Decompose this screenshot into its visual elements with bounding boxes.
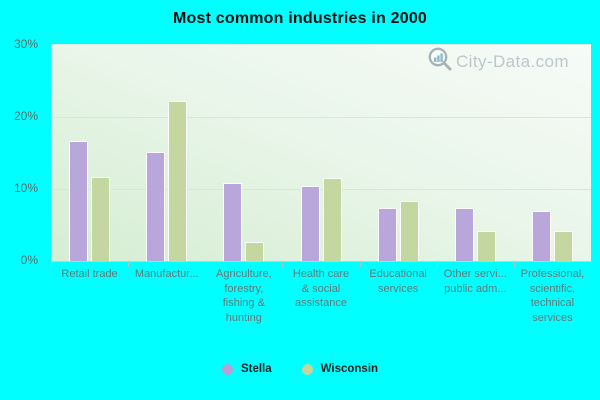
bar-stella-1 [146, 151, 166, 261]
x-axis-label-0: Retail trade [61, 268, 118, 280]
y-axis-label-10: 10% [13, 181, 38, 195]
magnifier-bar-chart-icon [427, 46, 453, 77]
x-axis-label-2: Agriculture, forestry, fishing & hunting [216, 268, 272, 324]
bar-wisconsin-3 [322, 178, 342, 261]
x-axis-tick [591, 261, 592, 267]
bar-stella-0 [69, 140, 89, 261]
gridline-20 [51, 117, 591, 118]
bar-wisconsin-5 [476, 231, 496, 261]
bar-stella-2 [223, 183, 243, 261]
x-axis-label-4: Educational services [369, 268, 427, 295]
x-axis-tick [51, 261, 52, 267]
x-axis-tick [282, 261, 284, 267]
bar-wisconsin-6 [553, 231, 573, 261]
bar-wisconsin-0 [91, 176, 111, 261]
legend-label-stella: Stella [240, 363, 272, 375]
gridline-10 [51, 189, 591, 190]
y-axis-label-30: 30% [13, 37, 38, 51]
chart-title: Most common industries in 2000 [172, 10, 428, 27]
bar-stella-4 [377, 208, 397, 261]
bar-stella-6 [531, 211, 551, 261]
x-axis-tick [436, 261, 438, 267]
x-axis-tick [513, 261, 515, 267]
y-axis-label-0: 0% [20, 253, 38, 267]
y-axis-label-20: 20% [13, 109, 38, 123]
watermark-text: City-Data.com [456, 51, 569, 71]
x-axis-tick [128, 261, 130, 267]
watermark: City-Data.com [427, 46, 569, 77]
legend: Stella Wisconsin [0, 363, 600, 375]
x-axis-label-3: Health care & social assistance [292, 268, 350, 309]
x-axis-tick [205, 261, 207, 267]
bar-wisconsin-1 [168, 101, 188, 261]
bar-wisconsin-2 [245, 241, 265, 261]
bar-stella-5 [454, 208, 474, 261]
legend-item-stella: Stella [221, 363, 272, 375]
x-axis-tick [359, 261, 361, 267]
stella-series-marker [221, 363, 233, 375]
plot-area [51, 44, 591, 262]
wisconsin-series-marker [301, 363, 313, 375]
bar-wisconsin-4 [399, 200, 419, 261]
legend-item-wisconsin: Wisconsin [301, 363, 379, 375]
x-axis-label-1: Manufactur... [134, 268, 199, 280]
legend-label-wisconsin: Wisconsin [320, 363, 379, 375]
bar-stella-3 [300, 186, 320, 261]
x-axis-label-5: Other servi... public adm... [443, 268, 507, 295]
x-axis-label-6: Professional, scientific, technical serv… [520, 268, 585, 324]
